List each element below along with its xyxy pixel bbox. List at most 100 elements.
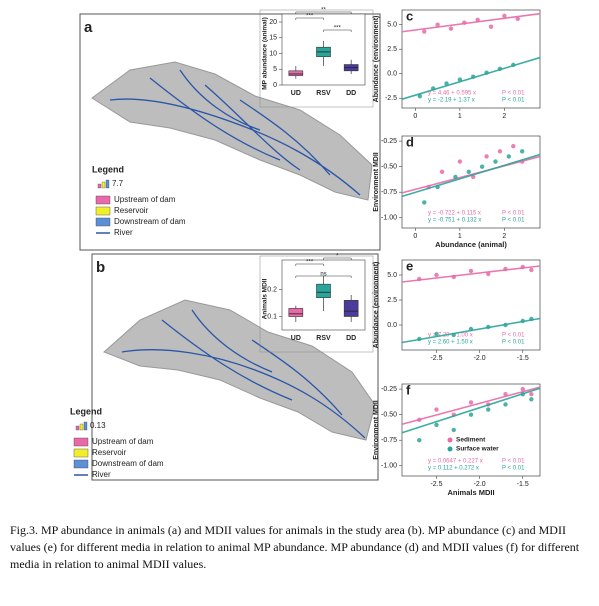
- p-value: P < 0.01: [502, 91, 525, 97]
- fit-line: [401, 12, 541, 33]
- x-tick-label: RSV: [316, 90, 331, 97]
- legend-title: Legend: [70, 406, 102, 416]
- p-value: P < 0.01: [502, 218, 525, 224]
- legend-label: Surface water: [456, 446, 499, 453]
- plot-frame: [401, 135, 541, 229]
- point: [502, 13, 507, 19]
- x-tick-label: 1: [458, 113, 462, 120]
- point: [503, 402, 508, 407]
- point: [417, 94, 423, 99]
- y-axis-label: Environment MDII: [373, 400, 380, 460]
- point: [417, 438, 422, 443]
- y-tick-label: 0.1: [267, 313, 277, 320]
- significance-bracket: [323, 257, 352, 260]
- significance-label: *: [336, 254, 339, 260]
- scale-icon-bar: [79, 423, 84, 431]
- significance-label: ***: [306, 260, 314, 266]
- y-axis-label: Abundance (environment): [373, 16, 380, 103]
- significance-label: ***: [334, 26, 342, 32]
- p-value: P < 0.01: [502, 466, 525, 472]
- legend-label: River: [114, 228, 133, 237]
- legend-label: Downstream of dam: [114, 217, 186, 226]
- plot-frame: [401, 259, 541, 351]
- x-tick-label: 1: [458, 233, 462, 240]
- y-tick-label: -0.75: [381, 437, 397, 444]
- panel-label: a: [84, 19, 93, 36]
- point: [511, 144, 516, 149]
- y-tick-label: 10: [269, 50, 277, 57]
- x-tick-label: 2: [502, 113, 506, 120]
- legend-label: Reservoir: [114, 206, 149, 215]
- legend-label: Upstream of dam: [114, 195, 176, 204]
- p-value: P < 0.01: [502, 211, 525, 217]
- point: [453, 174, 458, 180]
- y-axis-label: Environment MDII: [373, 152, 380, 212]
- point: [468, 412, 474, 417]
- point: [529, 267, 534, 273]
- significance-bracket: [295, 263, 324, 266]
- point: [462, 20, 467, 25]
- y-tick-label: 20: [269, 19, 277, 26]
- x-tick-label: -1.5: [517, 355, 529, 362]
- point: [503, 392, 508, 397]
- legend-swatch: [73, 459, 89, 469]
- point: [529, 397, 534, 402]
- scale-icon-bar: [105, 179, 110, 189]
- legend-swatch: [95, 206, 111, 216]
- y-tick-label: 0.2: [267, 286, 277, 293]
- significance-label: **: [321, 8, 326, 14]
- point: [457, 77, 463, 82]
- plot-frame: [259, 255, 374, 353]
- y-tick-label: -0.50: [381, 412, 397, 419]
- panel-label: b: [96, 259, 105, 276]
- point: [435, 184, 440, 190]
- x-tick-label: UD: [291, 335, 301, 342]
- legend-title: Legend: [92, 164, 124, 174]
- point: [484, 154, 489, 159]
- point: [503, 322, 508, 328]
- point: [457, 159, 463, 164]
- box: [343, 300, 359, 317]
- river: [121, 309, 366, 439]
- point: [503, 266, 508, 272]
- legend-swatch: [73, 448, 89, 458]
- scale-icon-bar: [83, 421, 88, 431]
- significance-bracket: [295, 275, 352, 278]
- point: [506, 154, 512, 159]
- point: [468, 268, 474, 274]
- y-tick-label: -1.00: [381, 463, 397, 470]
- x-tick-label: -2.5: [430, 481, 442, 488]
- legend-swatch: [95, 195, 111, 205]
- legend-swatch: [95, 217, 111, 227]
- panel-frame: [79, 13, 381, 251]
- point: [511, 62, 516, 68]
- x-axis-label: Abundance (animal): [435, 240, 507, 249]
- y-tick-label: 5.0: [387, 272, 397, 279]
- legend-label: Reservoir: [92, 448, 127, 457]
- figure: a Legend 7.7 Upstream of dam Reservoir Downst…: [70, 8, 541, 497]
- box: [288, 70, 304, 76]
- panel-label: c: [406, 8, 413, 23]
- point: [486, 324, 491, 330]
- legend-label: Downstream of dam: [92, 459, 164, 468]
- x-tick-label: RSV: [316, 335, 331, 342]
- y-axis-label: Abundance (environment): [373, 262, 380, 349]
- point: [484, 70, 489, 75]
- legend-marker: [447, 446, 453, 452]
- equation: y = -0.751 + 0.132 x: [428, 218, 481, 224]
- point: [448, 26, 454, 31]
- equation: y = 2.60 + 1.50 x: [428, 340, 473, 346]
- significance-bracket: [323, 29, 352, 32]
- scale-icon-bar: [97, 183, 102, 189]
- point: [468, 400, 474, 405]
- point: [434, 407, 439, 412]
- box: [316, 283, 331, 298]
- x-tick-label: UD: [291, 90, 301, 97]
- point: [451, 332, 456, 338]
- point: [479, 164, 485, 169]
- point: [519, 149, 525, 154]
- point: [529, 392, 534, 397]
- point: [497, 66, 503, 72]
- point: [520, 264, 525, 270]
